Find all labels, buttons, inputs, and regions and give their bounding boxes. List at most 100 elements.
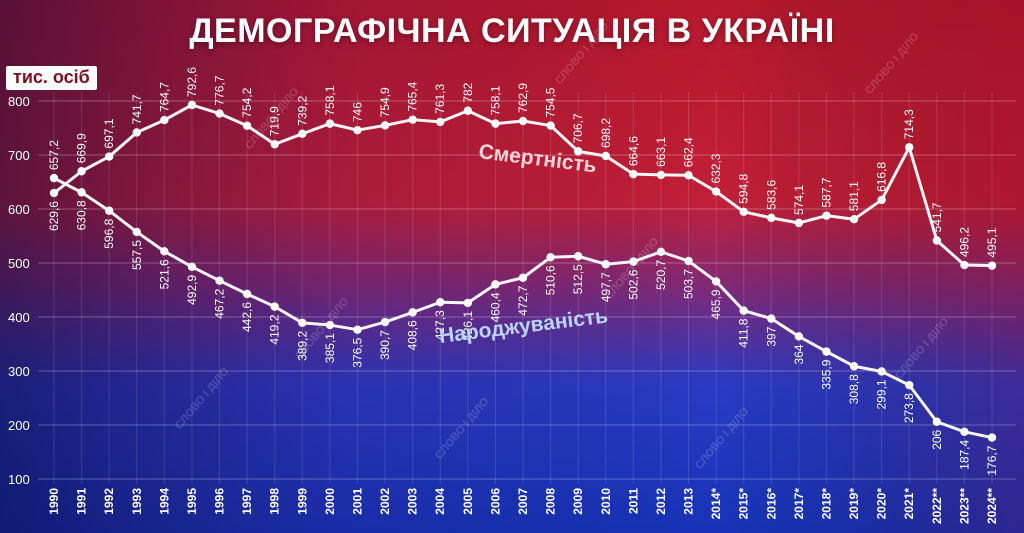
mortality-data-label: 758,1 xyxy=(323,85,337,115)
births-data-label: 497,7 xyxy=(599,272,613,302)
mortality-data-label: 574,1 xyxy=(792,185,806,215)
x-tick-label: 1997 xyxy=(240,488,254,515)
births-data-label: 308,8 xyxy=(847,374,861,404)
mortality-point xyxy=(436,117,445,127)
x-tick-label: 2000 xyxy=(323,488,337,515)
births-point xyxy=(353,325,362,334)
births-point xyxy=(270,302,279,311)
mortality-point xyxy=(408,115,417,124)
mortality-point xyxy=(463,106,473,115)
mortality-data-label: 581,1 xyxy=(847,181,861,211)
mortality-data-label: 632,3 xyxy=(709,153,723,183)
births-point xyxy=(573,252,583,261)
births-point xyxy=(104,206,114,215)
x-tick-label: 2007 xyxy=(516,488,530,515)
mortality-data-label: 762,9 xyxy=(516,83,530,113)
births-data-label: 411,8 xyxy=(737,318,751,347)
x-tick-label: 2006 xyxy=(488,488,502,515)
mortality-data-label: 698,2 xyxy=(599,118,613,148)
births-data-label: 521,6 xyxy=(157,259,171,289)
y-tick-label: 600 xyxy=(8,202,30,217)
mortality-data-label: 758,1 xyxy=(488,85,502,115)
mortality-data-label: 697,1 xyxy=(102,118,116,148)
births-point xyxy=(960,427,969,437)
x-tick-label: 2023** xyxy=(957,488,971,524)
mortality-point xyxy=(104,152,114,161)
births-data-label: 335,9 xyxy=(819,359,833,389)
mortality-data-label: 662,4 xyxy=(682,137,696,167)
mortality-point xyxy=(739,207,748,217)
x-tick-label: 2015* xyxy=(737,488,751,520)
mortality-data-label: 664,6 xyxy=(626,136,640,166)
births-data-label: 176,7 xyxy=(985,445,999,475)
mortality-point xyxy=(767,213,776,223)
mortality-data-label: 792,6 xyxy=(185,67,199,97)
mortality-data-label: 746 xyxy=(350,102,364,122)
mortality-point xyxy=(518,116,528,126)
births-data-label: 460,4 xyxy=(488,292,502,322)
births-data-label: 467,2 xyxy=(213,288,227,318)
mortality-point xyxy=(215,109,224,118)
mortality-data-label: 496,2 xyxy=(957,227,971,257)
mortality-point xyxy=(711,187,721,196)
births-point xyxy=(77,188,86,197)
births-data-label: 512,5 xyxy=(571,264,585,294)
mortality-data-label: 764,7 xyxy=(157,82,171,112)
births-point xyxy=(822,347,831,356)
mortality-data-label: 714,3 xyxy=(902,109,916,139)
births-point xyxy=(132,227,141,237)
births-data-label: 389,2 xyxy=(295,331,309,361)
mortality-data-label: 754,5 xyxy=(544,87,558,117)
mortality-data-label: 754,9 xyxy=(378,87,392,117)
mortality-data-label: 495,1 xyxy=(985,227,999,257)
mortality-point xyxy=(905,143,914,152)
births-data-label: 419,2 xyxy=(268,314,282,344)
mortality-data-label: 583,6 xyxy=(764,180,778,210)
mortality-point xyxy=(849,215,859,224)
x-tick-label: 2013 xyxy=(682,488,696,515)
births-data-label: 426,1 xyxy=(461,311,475,341)
mortality-data-label: 739,2 xyxy=(295,95,309,125)
births-point xyxy=(215,276,224,285)
mortality-point xyxy=(491,119,500,128)
births-point xyxy=(629,257,638,266)
mortality-point xyxy=(353,125,362,135)
x-tick-label: 2020* xyxy=(875,488,889,520)
births-point xyxy=(656,247,666,257)
mortality-point xyxy=(187,100,197,110)
y-tick-label: 200 xyxy=(8,418,30,433)
x-tick-label: 2024** xyxy=(985,488,999,524)
mortality-data-label: 663,1 xyxy=(654,137,668,167)
mortality-data-label: 706,7 xyxy=(571,113,585,143)
x-tick-label: 2017* xyxy=(792,488,806,520)
x-tick-label: 1993 xyxy=(130,488,144,515)
births-point xyxy=(187,262,197,272)
births-data-label: 630,8 xyxy=(75,200,89,230)
mortality-point xyxy=(684,171,693,180)
births-point xyxy=(463,298,473,308)
mortality-point xyxy=(932,236,942,245)
mortality-data-label: 719,9 xyxy=(268,106,282,136)
births-point xyxy=(932,417,942,426)
births-data-label: 385,1 xyxy=(323,333,337,363)
mortality-point xyxy=(242,121,252,130)
births-point xyxy=(767,314,776,323)
mortality-point xyxy=(49,188,59,198)
births-point xyxy=(408,308,417,317)
y-tick-label: 800 xyxy=(8,94,30,109)
mortality-point xyxy=(160,115,169,125)
births-point xyxy=(160,247,169,256)
mortality-point xyxy=(960,260,969,270)
births-point xyxy=(49,173,59,183)
chart-title: ДЕМОГРАФІЧНА СИТУАЦІЯ В УКРАЇНІ xyxy=(189,12,835,50)
y-tick-label: 400 xyxy=(8,310,30,325)
births-point xyxy=(849,362,859,371)
x-tick-label: 1998 xyxy=(268,488,282,515)
mortality-data-label: 669,9 xyxy=(75,133,89,163)
mortality-point xyxy=(987,261,997,270)
births-data-label: 187,4 xyxy=(957,439,971,469)
births-point xyxy=(601,260,610,269)
x-tick-label: 2018* xyxy=(819,488,833,520)
mortality-point xyxy=(270,140,279,149)
mortality-point xyxy=(573,147,583,156)
